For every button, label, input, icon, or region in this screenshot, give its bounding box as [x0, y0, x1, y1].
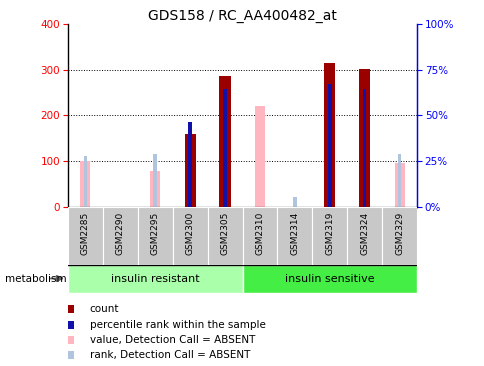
Text: GSM2300: GSM2300 [185, 212, 194, 255]
Text: rank, Detection Call = ABSENT: rank, Detection Call = ABSENT [90, 350, 250, 361]
Text: insulin resistant: insulin resistant [111, 274, 199, 284]
Bar [80, 161, 90, 207]
Bar [312, 207, 347, 265]
Bar [68, 265, 242, 293]
Bar [219, 76, 230, 207]
Bar [347, 207, 381, 265]
Bar [223, 89, 227, 207]
Text: value, Detection Call = ABSENT: value, Detection Call = ABSENT [90, 335, 255, 345]
Bar [68, 207, 103, 265]
Bar [394, 163, 404, 207]
Bar [323, 63, 335, 207]
Text: GSM2319: GSM2319 [325, 212, 333, 255]
Bar [397, 154, 401, 207]
Bar [184, 134, 196, 207]
Text: GSM2329: GSM2329 [394, 212, 403, 255]
Bar [103, 207, 137, 265]
Bar [188, 122, 192, 207]
Text: GSM2324: GSM2324 [360, 212, 368, 255]
Text: GDS158 / RC_AA400482_at: GDS158 / RC_AA400482_at [148, 9, 336, 23]
Bar [292, 197, 296, 207]
Bar [150, 171, 160, 207]
Bar [255, 106, 264, 207]
Bar [242, 207, 277, 265]
Bar [172, 207, 207, 265]
Bar [153, 154, 157, 207]
Text: GSM2295: GSM2295 [151, 212, 159, 255]
Text: metabolism: metabolism [5, 274, 66, 284]
Text: insulin sensitive: insulin sensitive [285, 274, 374, 284]
Text: GSM2310: GSM2310 [255, 212, 264, 255]
Text: count: count [90, 304, 119, 314]
Bar [327, 84, 331, 207]
Text: GSM2314: GSM2314 [290, 212, 299, 255]
Bar [362, 89, 366, 207]
Text: GSM2290: GSM2290 [116, 212, 124, 255]
Bar [83, 156, 87, 207]
Bar [137, 207, 172, 265]
Bar [381, 207, 416, 265]
Bar [242, 265, 416, 293]
Bar [207, 207, 242, 265]
Bar [358, 69, 370, 207]
Text: GSM2285: GSM2285 [81, 212, 90, 255]
Text: GSM2305: GSM2305 [220, 212, 229, 255]
Text: percentile rank within the sample: percentile rank within the sample [90, 320, 265, 330]
Bar [277, 207, 312, 265]
